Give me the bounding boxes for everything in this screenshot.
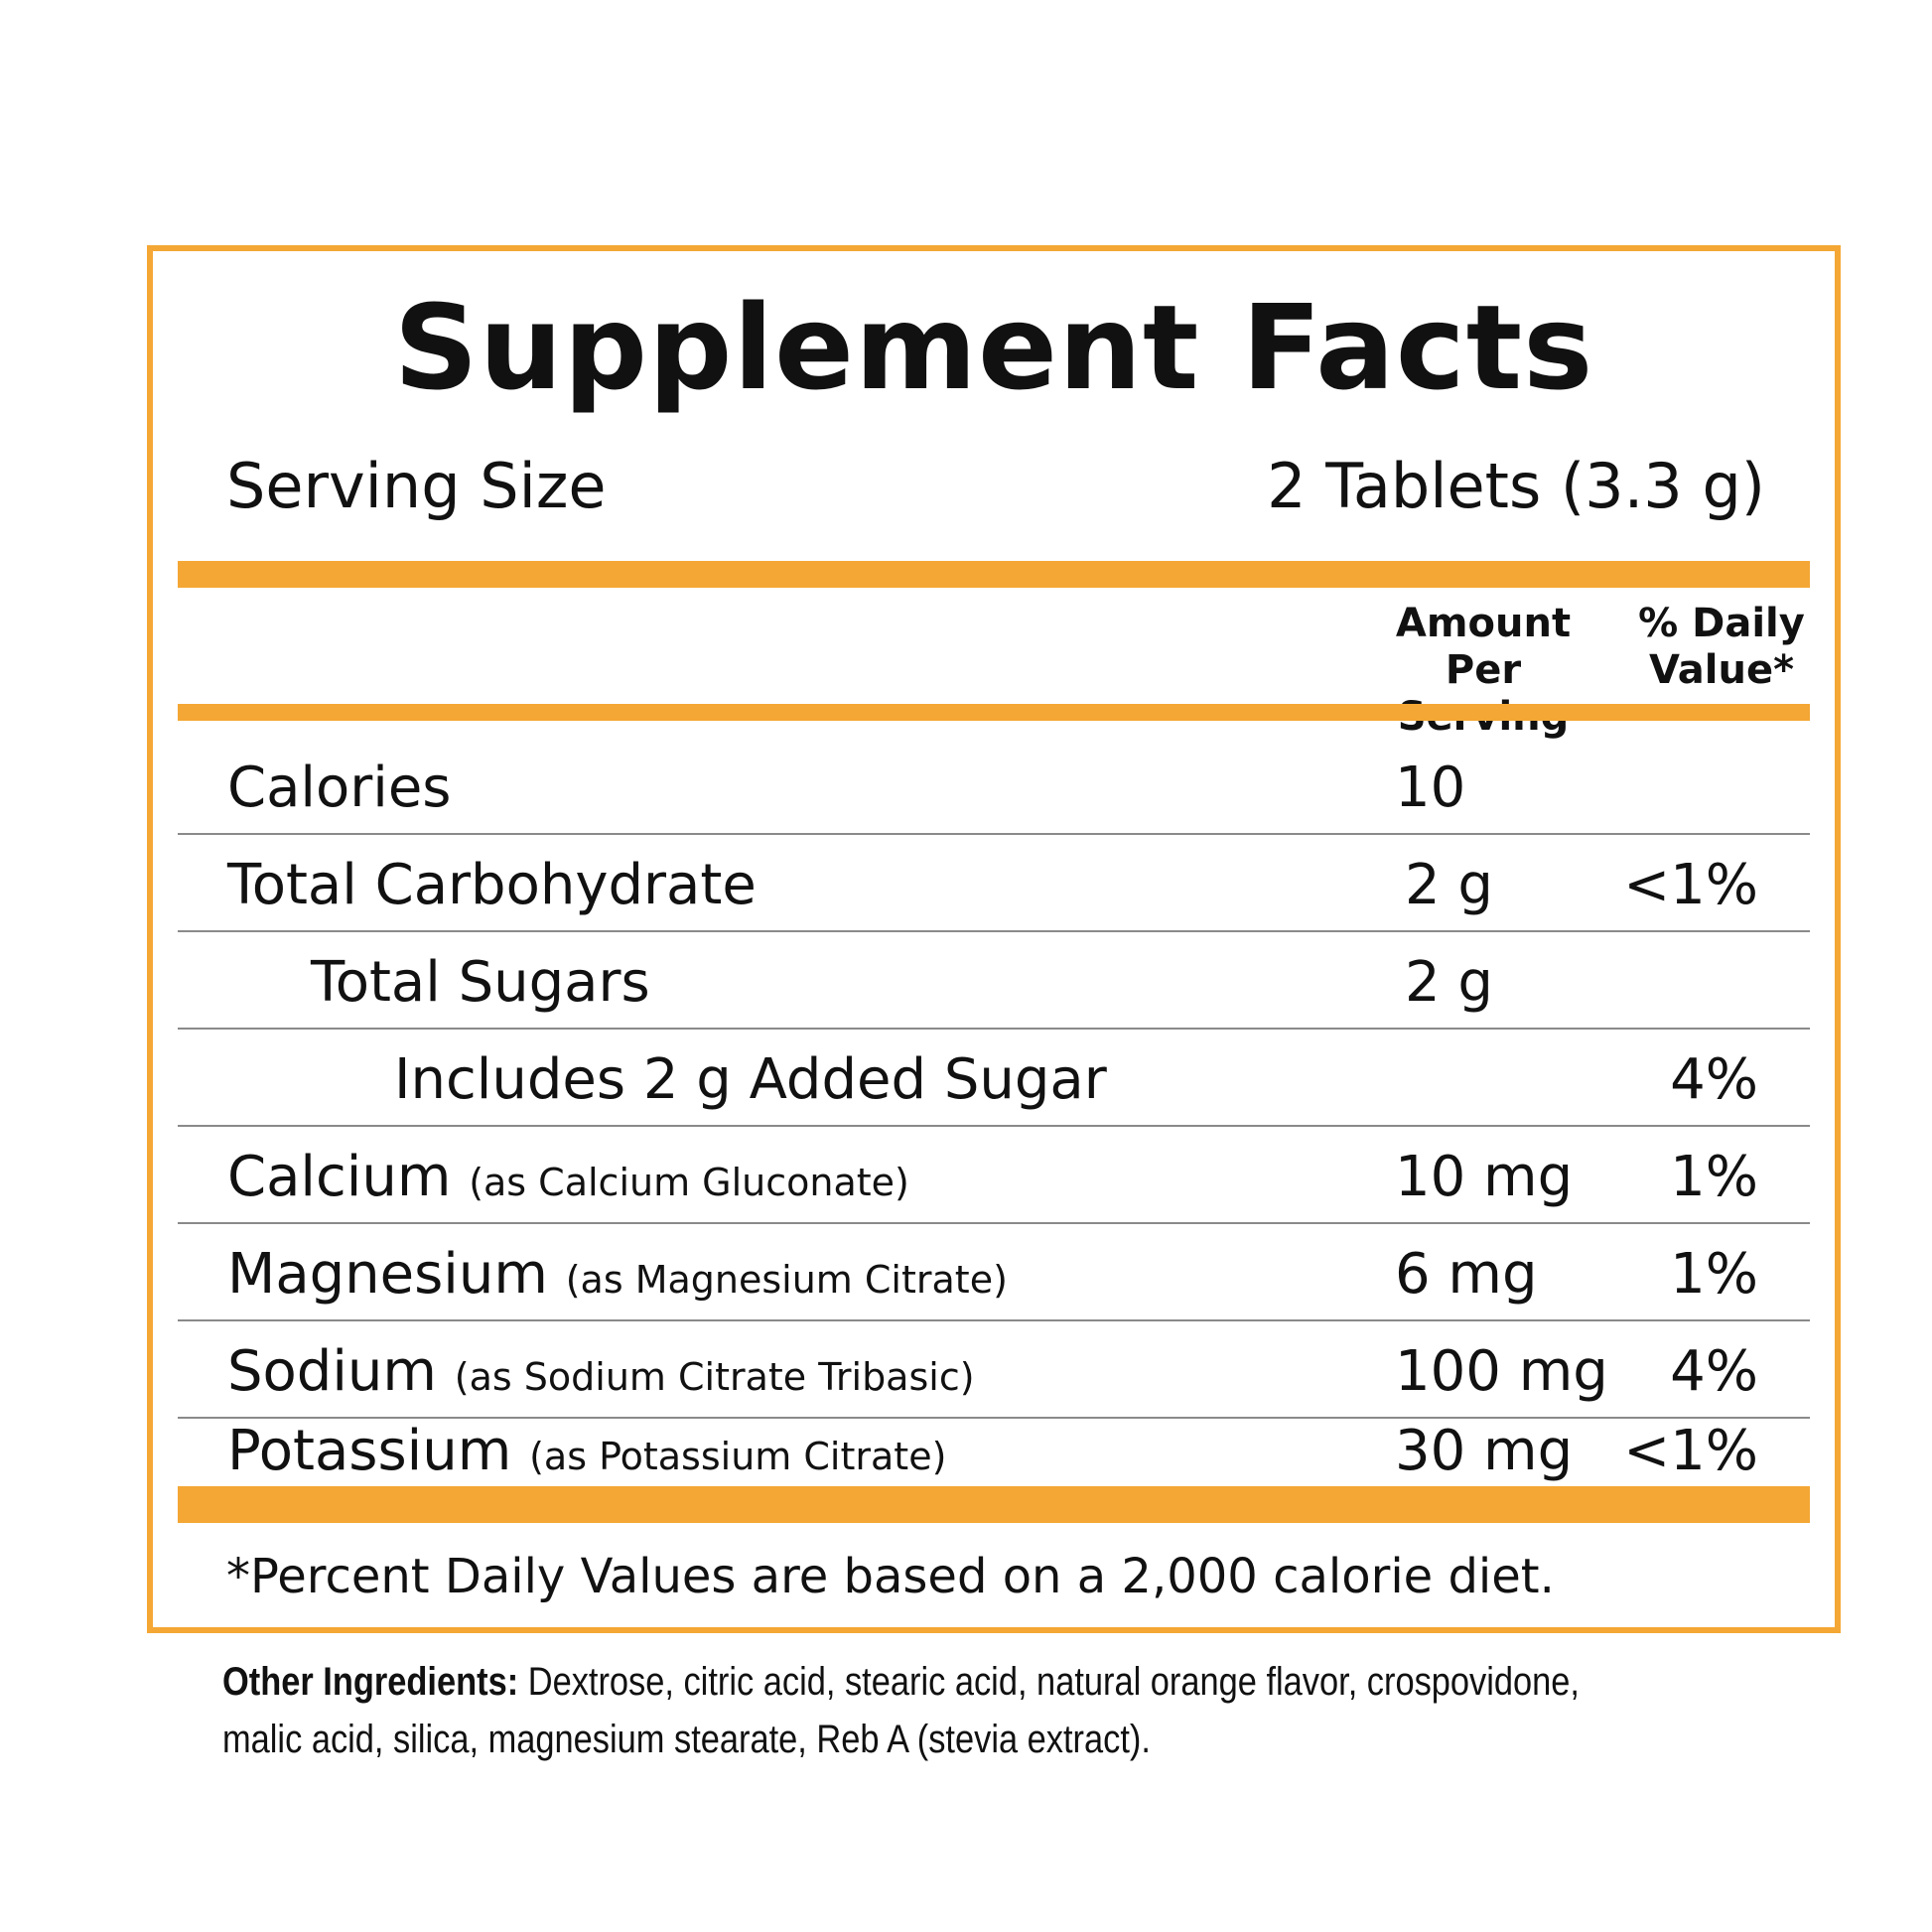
nutrient-source: (as Magnesium Citrate) [565, 1258, 1008, 1302]
serving-size-value: 2 Tablets (3.3 g) [1267, 450, 1765, 522]
nutrient-amount: 2 g [1405, 853, 1493, 917]
nutrient-name: Calcium (as Calcium Gluconate) [227, 1145, 909, 1215]
nutrient-source: (as Sodium Citrate Tribasic) [454, 1355, 975, 1399]
nutrient-name: Sodium (as Sodium Citrate Tribasic) [227, 1339, 975, 1410]
nutrient-daily-value: 1% [1670, 1242, 1758, 1307]
panel-title: Supplement Facts [393, 279, 1594, 416]
nutrient-row-total-carbohydrate: Total Carbohydrate 2 g <1% [178, 835, 1810, 932]
other-ingredients: Other Ingredients: Dextrose, citric acid… [222, 1653, 1631, 1768]
nutrient-row-magnesium: Magnesium (as Magnesium Citrate) 6 mg 1% [178, 1224, 1810, 1321]
nutrient-name: Calories [227, 756, 452, 820]
nutrient-name: Potassium (as Potassium Citrate) [227, 1419, 946, 1489]
supplement-facts-panel: Supplement Facts Serving Size 2 Tablets … [147, 245, 1841, 1633]
dv-header-line1: % Daily [1638, 601, 1805, 646]
nutrient-name-main: Calcium [227, 1145, 452, 1209]
nutrient-source: (as Calcium Gluconate) [469, 1161, 909, 1204]
daily-value-header: % Daily Value* [1622, 601, 1821, 694]
nutrient-name-main: Magnesium [227, 1242, 548, 1307]
nutrient-row-added-sugar: Includes 2 g Added Sugar 4% [178, 1030, 1810, 1127]
nutrient-daily-value: 1% [1670, 1145, 1758, 1209]
nutrient-daily-value: <1% [1623, 1419, 1758, 1483]
nutrient-source: (as Potassium Citrate) [529, 1435, 947, 1478]
nutrient-row-total-sugars: Total Sugars 2 g [178, 932, 1810, 1030]
serving-size-label: Serving Size [226, 450, 607, 522]
nutrient-row-potassium: Potassium (as Potassium Citrate) 30 mg <… [178, 1401, 1810, 1496]
other-ingredients-label: Other Ingredients: [222, 1660, 519, 1704]
thick-divider-header [178, 704, 1810, 721]
nutrient-name: Total Sugars [311, 950, 650, 1015]
nutrient-row-calcium: Calcium (as Calcium Gluconate) 10 mg 1% [178, 1127, 1810, 1224]
nutrient-name: Includes 2 g Added Sugar [394, 1047, 1107, 1112]
nutrient-row-calories: Calories 10 [178, 738, 1810, 835]
nutrient-name: Magnesium (as Magnesium Citrate) [227, 1242, 1008, 1312]
nutrient-daily-value: 4% [1670, 1339, 1758, 1404]
nutrient-amount: 100 mg [1395, 1339, 1608, 1404]
amount-header-line1: Amount [1395, 601, 1572, 646]
nutrient-name-main: Sodium [227, 1339, 437, 1404]
thick-divider-bottom [178, 1486, 1810, 1523]
amount-header-line2: Per Serving [1398, 647, 1570, 740]
nutrient-amount: 30 mg [1395, 1419, 1574, 1483]
nutrient-amount: 10 mg [1395, 1145, 1574, 1209]
nutrient-amount: 6 mg [1395, 1242, 1538, 1307]
nutrient-amount: 2 g [1405, 950, 1493, 1015]
nutrient-name-main: Potassium [227, 1419, 512, 1483]
other-ingredients-text: Dextrose, citric acid, stearic acid, nat… [222, 1660, 1580, 1761]
daily-value-footnote: *Percent Daily Values are based on a 2,0… [226, 1549, 1555, 1604]
nutrient-name: Total Carbohydrate [227, 853, 757, 917]
nutrient-daily-value: 4% [1670, 1047, 1758, 1112]
nutrient-daily-value: <1% [1623, 853, 1758, 917]
nutrient-row-sodium: Sodium (as Sodium Citrate Tribasic) 100 … [178, 1321, 1810, 1419]
dv-header-line2: Value* [1649, 647, 1794, 693]
thick-divider-top [178, 561, 1810, 588]
nutrient-amount: 10 [1395, 756, 1466, 820]
